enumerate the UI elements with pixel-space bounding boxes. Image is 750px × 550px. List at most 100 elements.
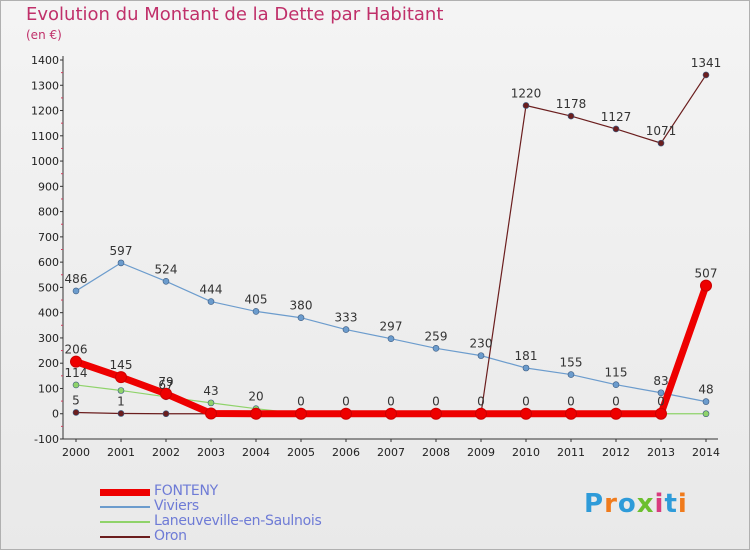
data-point-oron [702,71,710,79]
legend-label: Laneuveville-en-Saulnois [154,513,322,529]
y-tick-label: 1100 [31,130,59,143]
data-point-viviers [72,287,80,295]
legend-swatch [100,488,150,496]
y-unit-label: (en €) [26,28,62,42]
data-label-laneuveville-en-saulnois: 0 [567,395,575,409]
data-point-fonteny [205,407,217,420]
y-tick-label: 400 [38,307,59,320]
data-label-viviers: 297 [380,320,403,334]
legend-label: Viviers [154,498,199,514]
data-label-laneuveville-en-saulnois: 20 [248,390,263,404]
data-point-oron [657,139,665,147]
data-point-viviers [342,326,350,333]
x-tick-label: 2014 [692,446,720,459]
x-tick-label: 2002 [152,446,180,459]
data-point-viviers [702,398,710,405]
data-point-laneuveville-en-saulnois [117,387,125,394]
x-tick-label: 2007 [377,446,405,459]
data-label-viviers: 524 [155,262,178,276]
y-tick-label: 700 [38,231,59,244]
x-tick-label: 2013 [647,446,675,459]
x-tick-label: 2000 [62,446,90,459]
data-label-laneuveville-en-saulnois: 0 [387,395,395,409]
data-point-fonteny [430,407,442,420]
data-label-laneuveville-en-saulnois: 114 [65,366,88,380]
data-point-fonteny [340,407,352,420]
data-point-viviers [522,364,530,372]
x-tick-label: 2003 [197,446,225,459]
data-point-viviers [117,259,125,267]
data-label-laneuveville-en-saulnois: 0 [657,395,665,409]
data-label-laneuveville-en-saulnois: 0 [342,395,350,409]
data-label-laneuveville-en-saulnois: 0 [612,395,620,409]
x-tick-label: 2009 [467,446,495,459]
x-tick-label: 2012 [602,446,630,459]
y-tick-label: 800 [38,206,59,219]
x-tick-label: 2004 [242,446,270,459]
legend-label: Oron [154,528,187,544]
data-label-viviers: 597 [110,244,133,258]
data-label-laneuveville-en-saulnois: 67 [158,378,173,392]
data-label-oron: 1127 [601,110,632,124]
data-label-fonteny: 79 [158,375,173,389]
data-point-fonteny [250,407,262,420]
data-label-viviers: 230 [470,337,493,351]
data-label-fonteny: 507 [695,267,718,281]
data-label-viviers: 380 [290,299,313,313]
data-point-oron [162,410,170,418]
y-tick-label: 500 [38,281,59,294]
data-point-oron [522,102,530,109]
logo-letter: x [636,489,655,519]
data-label-laneuveville-en-saulnois: 0 [522,395,530,409]
x-tick-label: 2005 [287,446,315,459]
y-tick-label: 900 [38,180,59,193]
legend-swatch [100,506,150,508]
data-label-oron: 1 [117,394,125,408]
data-point-fonteny [295,407,307,420]
data-point-viviers [387,335,395,342]
data-label-fonteny: 206 [65,343,88,357]
y-tick-label: 200 [38,357,59,370]
data-point-viviers [297,314,305,322]
data-point-viviers [567,371,575,378]
data-point-laneuveville-en-saulnois [72,381,80,389]
data-point-fonteny [565,407,577,420]
y-tick-label: 1300 [31,79,59,92]
data-point-viviers [612,381,620,388]
logo-letter: i [677,489,688,519]
data-point-viviers [207,298,215,305]
x-tick-label: 2008 [422,446,450,459]
y-tick-label: 1000 [31,155,59,168]
data-point-fonteny [475,407,487,420]
x-tick-label: 2001 [107,446,135,459]
data-label-viviers: 405 [245,292,268,306]
data-label-laneuveville-en-saulnois: 0 [477,395,485,409]
data-point-fonteny [385,407,397,420]
data-point-viviers [657,389,665,397]
data-label-viviers: 486 [65,272,88,286]
y-tick-label: 1200 [31,105,59,118]
y-tick-label: -100 [34,433,59,446]
legend-label: FONTENY [154,483,218,499]
chart-title: Evolution du Montant de la Dette par Hab… [26,4,444,25]
legend-swatch [100,521,150,523]
data-label-viviers: 444 [200,283,223,297]
data-label-viviers: 83 [653,374,668,388]
logo-letter: i [654,489,665,519]
y-tick-label: 600 [38,256,59,269]
data-label-laneuveville-en-saulnois: 43 [203,384,218,398]
data-point-oron [117,410,125,417]
logo-letter: o [617,489,637,519]
data-point-viviers [252,308,260,315]
data-point-fonteny [160,387,172,400]
data-point-fonteny [700,279,712,292]
data-point-laneuveville-en-saulnois [207,399,215,407]
data-label-viviers: 115 [605,366,628,380]
data-point-oron [72,409,80,416]
x-tick-label: 2010 [512,446,540,459]
y-tick-label: 0 [52,408,59,421]
data-point-oron [612,125,620,133]
proxiti-logo: Proxiti [584,489,688,519]
data-label-viviers: 155 [560,356,583,370]
